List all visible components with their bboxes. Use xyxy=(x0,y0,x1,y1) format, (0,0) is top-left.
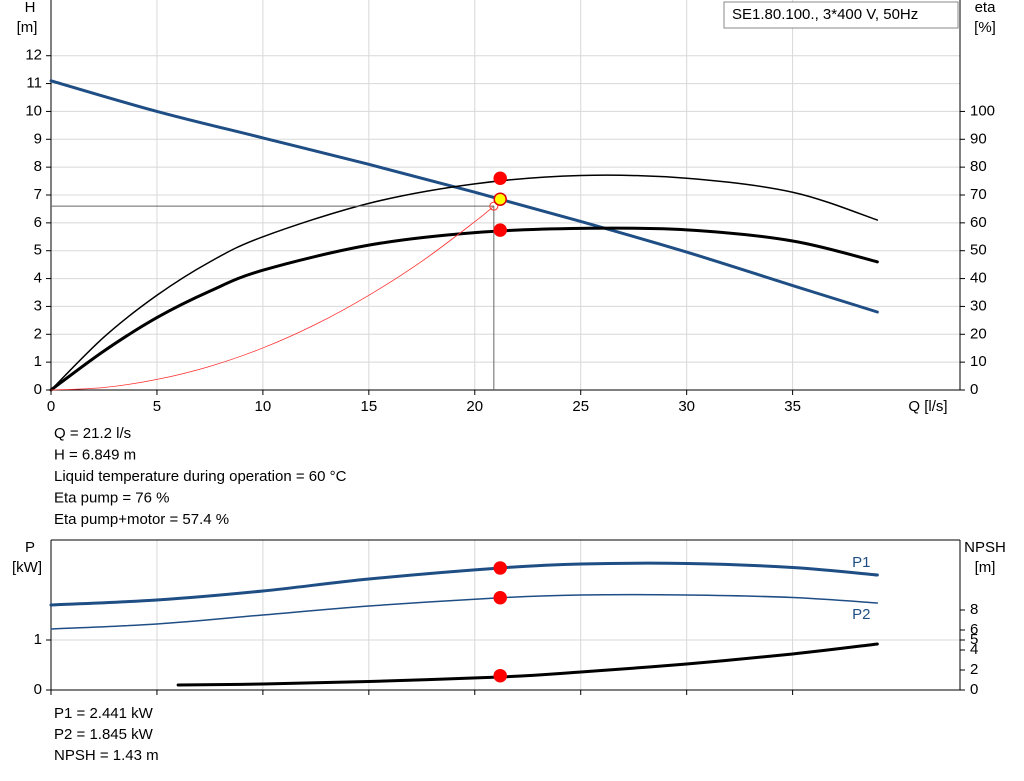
y-tick-label: 11 xyxy=(26,75,42,92)
y2-label: eta xyxy=(975,0,997,16)
curve xyxy=(49,561,879,607)
y-tick-label: 4 xyxy=(34,270,42,287)
legend-box xyxy=(723,1,959,29)
y-tick-label: 12 xyxy=(25,47,42,64)
operating-point xyxy=(493,561,507,575)
operating-point xyxy=(493,591,507,605)
y-tick-label: 8 xyxy=(34,158,42,175)
y2-unit: [%] xyxy=(974,19,996,36)
readout: Eta pump = 76 % xyxy=(54,489,170,506)
curve xyxy=(49,226,879,392)
y-tick-label: 7 xyxy=(34,186,42,203)
x-tick-label: 25 xyxy=(572,398,589,415)
x-tick-label: 5 xyxy=(153,398,161,415)
y2-tick-label: 50 xyxy=(970,242,987,259)
curve xyxy=(176,642,879,687)
system-point xyxy=(489,201,499,211)
readout: Liquid temperature during operation = 60… xyxy=(54,468,347,485)
curve xyxy=(50,593,879,630)
series-label: P2 xyxy=(852,606,870,623)
y-unit: [kW] xyxy=(12,559,42,576)
readout: H = 6.849 m xyxy=(54,446,136,463)
operating-point xyxy=(493,223,507,237)
curve xyxy=(50,174,879,391)
y2-tick-label: 70 xyxy=(970,186,987,203)
y2-label: NPSH xyxy=(964,539,1006,556)
readout: Q = 21.2 l/s xyxy=(54,425,131,442)
operating-point xyxy=(493,192,507,206)
y-label: H xyxy=(25,0,36,16)
y2-unit: [m] xyxy=(975,559,996,576)
y2-tick-label: 40 xyxy=(970,270,987,287)
y-tick-label: 0 xyxy=(34,681,42,698)
y-tick-label: 6 xyxy=(34,214,42,231)
x-tick-label: 30 xyxy=(678,398,695,415)
y2-tick-label: 10 xyxy=(970,353,987,370)
y2-tick-label: 60 xyxy=(970,214,987,231)
y-tick-label: 1 xyxy=(34,631,42,648)
y2-tick-label: 80 xyxy=(970,158,987,175)
y2-tick-label: 20 xyxy=(970,325,987,342)
y-label: P xyxy=(25,539,35,556)
x-tick-label: 10 xyxy=(255,398,272,415)
readout: P1 = 2.441 kW xyxy=(54,705,154,722)
y2-tick-label: 100 xyxy=(970,102,995,119)
operating-point xyxy=(493,668,507,683)
curve xyxy=(49,79,879,314)
y2-tick-label: 2 xyxy=(970,661,978,678)
y2-tick-label: 6 xyxy=(970,621,978,638)
y2-tick-label: 0 xyxy=(970,381,978,398)
readout: Eta pump+motor = 57.4 % xyxy=(54,511,229,528)
curve xyxy=(50,205,495,391)
x-tick-label: 15 xyxy=(360,398,377,415)
x-tick-label: 0 xyxy=(47,398,55,415)
series-label: P1 xyxy=(852,554,870,571)
y-tick-label: 2 xyxy=(34,325,42,342)
y-tick-label: 10 xyxy=(25,102,42,119)
y-tick-label: 3 xyxy=(34,297,42,314)
legend-title: SE1.80.100., 3*400 V, 50Hz xyxy=(732,6,918,23)
y2-tick-label: 4 xyxy=(970,641,978,658)
operating-point xyxy=(493,171,507,186)
x-label: Q [l/s] xyxy=(908,398,947,415)
x-tick-label: 20 xyxy=(466,398,483,415)
y2-tick-label: 5 xyxy=(970,631,978,648)
y2-tick-label: 0 xyxy=(970,681,978,698)
readout: P2 = 1.845 kW xyxy=(54,726,154,743)
y2-tick-label: 8 xyxy=(970,601,978,618)
y-tick-label: 5 xyxy=(34,242,42,259)
y-tick-label: 0 xyxy=(34,381,42,398)
y2-tick-label: 90 xyxy=(970,130,987,147)
y-unit: [m] xyxy=(17,19,38,36)
y2-tick-label: 30 xyxy=(970,297,987,314)
x-tick-label: 35 xyxy=(784,398,801,415)
readout: NPSH = 1.43 m xyxy=(54,747,159,764)
y-tick-label: 1 xyxy=(34,353,42,370)
y-tick-label: 9 xyxy=(34,130,42,147)
